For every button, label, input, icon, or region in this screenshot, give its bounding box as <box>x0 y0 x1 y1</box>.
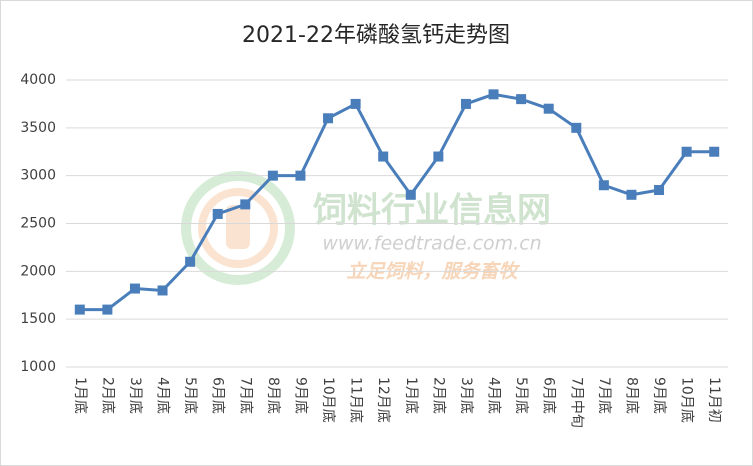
marker <box>488 89 499 100</box>
x-tick-label: 11月底 <box>348 377 364 423</box>
marker <box>543 103 554 114</box>
y-tick-label: 3000 <box>20 168 56 184</box>
marker <box>295 170 306 181</box>
x-tick-label: 6月底 <box>210 377 226 414</box>
x-tick-label: 7月底 <box>596 377 612 414</box>
marker <box>654 185 665 196</box>
marker <box>405 189 416 200</box>
marker <box>240 199 251 210</box>
x-tick-label: 6月底 <box>541 377 557 414</box>
y-tick-label: 4000 <box>20 72 56 88</box>
x-tick-label: 7月底 <box>237 377 253 414</box>
marker <box>598 180 609 191</box>
y-tick-label: 2000 <box>20 263 56 279</box>
marker <box>709 146 720 157</box>
x-tick-label: 1月底 <box>72 377 88 414</box>
x-tick-label: 5月底 <box>513 377 529 414</box>
marker <box>102 304 113 315</box>
marker <box>681 146 692 157</box>
marker <box>129 283 140 294</box>
marker <box>185 256 196 267</box>
x-tick-label: 2月底 <box>430 377 446 414</box>
x-tick-label: 9月底 <box>651 377 667 414</box>
x-tick-label: 10月底 <box>679 377 695 423</box>
marker <box>378 151 389 162</box>
watermark-site: 饲料行业信息网 <box>313 191 551 231</box>
y-tick-label: 3500 <box>20 120 56 136</box>
x-tick-label: 8月底 <box>623 377 639 414</box>
marker <box>323 113 334 124</box>
y-tick-label: 1500 <box>20 311 56 327</box>
x-tick-label: 9月底 <box>292 377 308 414</box>
x-tick-label: 4月底 <box>155 377 171 414</box>
x-tick-label: 11月初 <box>706 377 723 423</box>
marker <box>267 170 278 181</box>
x-tick-label: 8月底 <box>265 377 281 414</box>
marker <box>460 98 471 109</box>
marker <box>571 122 582 133</box>
x-tick-label: 1月底 <box>403 377 419 414</box>
marker <box>74 304 85 315</box>
marker <box>212 208 223 219</box>
marker <box>157 285 168 296</box>
watermark-url: www.feedtrade.com.cn <box>322 233 541 255</box>
y-tick-label: 1000 <box>20 359 56 375</box>
marker <box>350 98 361 109</box>
x-tick-label: 12月底 <box>375 377 391 423</box>
x-tick-label: 3月底 <box>458 377 474 414</box>
x-tick-label: 2月底 <box>99 377 115 414</box>
marker <box>516 94 527 105</box>
x-tick-label: 7月中旬 <box>568 377 584 428</box>
watermark-logo <box>181 171 295 285</box>
x-tick-label: 10月底 <box>320 377 336 423</box>
x-tick-label: 4月底 <box>486 377 502 414</box>
marker <box>626 189 637 200</box>
marker <box>433 151 444 162</box>
chart-title: 2021-22年磷酸氢钙走势图 <box>242 23 510 48</box>
x-tick-label: 5月底 <box>182 377 198 414</box>
x-tick-label: 3月底 <box>127 377 143 414</box>
y-tick-label: 2500 <box>20 216 56 232</box>
